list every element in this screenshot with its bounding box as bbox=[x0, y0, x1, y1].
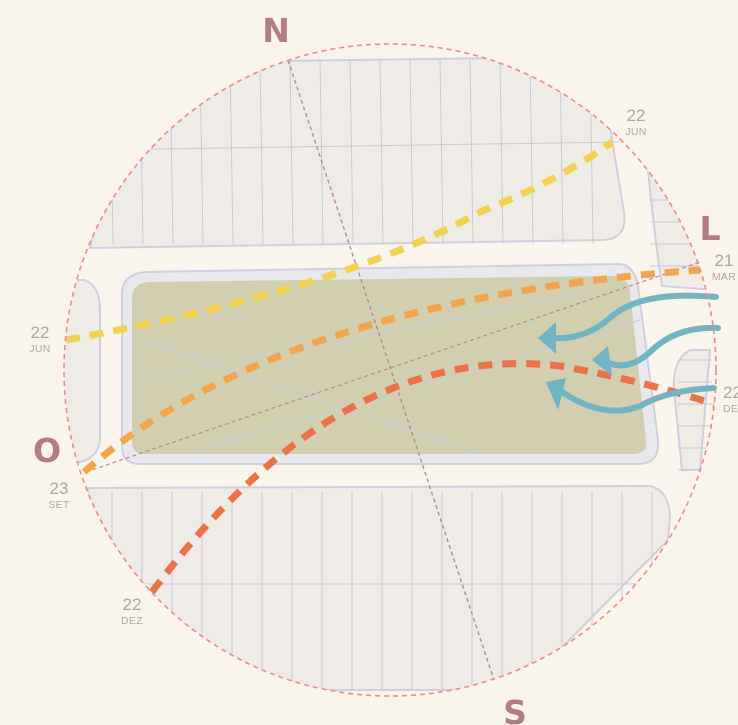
block-west bbox=[64, 279, 101, 463]
south-label: S bbox=[503, 693, 527, 725]
day-label: 22 bbox=[723, 383, 738, 402]
month-label: JUN bbox=[625, 126, 646, 138]
block-south bbox=[87, 484, 672, 691]
north-label: N bbox=[262, 11, 290, 50]
block-east-lower bbox=[672, 349, 712, 471]
lot-divider bbox=[439, 59, 444, 245]
lot-divider bbox=[349, 59, 354, 245]
lot-divider bbox=[139, 339, 481, 455]
lot-divider bbox=[259, 59, 264, 245]
month-label: DEZ bbox=[121, 615, 143, 627]
lot-divider bbox=[319, 59, 324, 245]
lot-divider bbox=[529, 59, 534, 245]
label-jun-end: 22 JUN bbox=[625, 106, 646, 138]
month-label: MAR bbox=[712, 271, 736, 283]
label-jun-start: 22 JUN bbox=[29, 323, 50, 355]
label-dez-start: 22 DEZ bbox=[121, 595, 143, 627]
day-label: 22 bbox=[627, 106, 646, 125]
month-label: DEZ bbox=[723, 403, 738, 415]
block-north bbox=[88, 56, 626, 250]
wind-arrow-middle bbox=[592, 324, 721, 376]
east-label: L bbox=[699, 209, 720, 248]
wind-arrow-upper bbox=[538, 292, 719, 354]
west-label: O bbox=[33, 431, 61, 470]
central-lot bbox=[132, 276, 647, 454]
label-set: 23 SET bbox=[48, 479, 70, 511]
lot-divider bbox=[409, 59, 414, 245]
label-dez-end: 22 DEZ bbox=[723, 383, 738, 415]
wind-arrow-lower bbox=[546, 378, 717, 414]
day-label: 21 bbox=[715, 251, 734, 270]
sun-path-equinox bbox=[81, 266, 701, 475]
month-label: SET bbox=[48, 499, 70, 511]
lot-divider bbox=[139, 289, 601, 381]
label-mar: 21 MAR bbox=[712, 251, 736, 283]
month-label: JUN bbox=[29, 343, 50, 355]
lot-divider bbox=[229, 59, 234, 245]
wind-arrows bbox=[538, 292, 721, 414]
site-map bbox=[64, 56, 716, 691]
lot-dividers bbox=[90, 59, 715, 690]
site-circle bbox=[63, 43, 717, 697]
north-south-axis bbox=[287, 59, 495, 681]
lot-divider bbox=[91, 141, 621, 151]
lot-divider bbox=[199, 319, 641, 451]
lot-divider bbox=[379, 59, 384, 245]
lot-divider bbox=[469, 59, 474, 245]
sun-path-dez bbox=[149, 360, 716, 595]
day-label: 22 bbox=[31, 323, 50, 342]
lot-divider bbox=[499, 59, 504, 245]
equinox-axis bbox=[85, 261, 701, 473]
day-label: 23 bbox=[50, 479, 69, 498]
sun-path-jun bbox=[65, 139, 615, 344]
lot-divider bbox=[289, 59, 294, 245]
day-label: 22 bbox=[123, 595, 142, 614]
